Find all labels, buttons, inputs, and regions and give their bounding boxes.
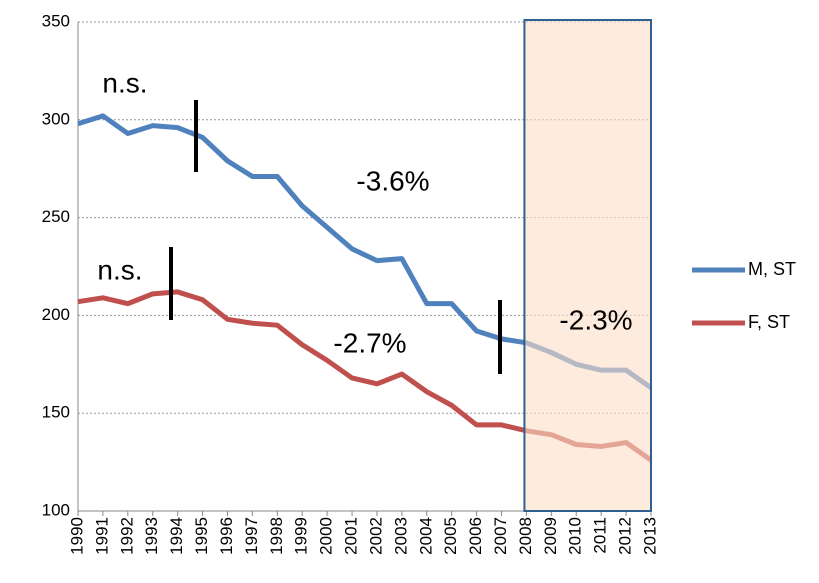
x-tick-label: 1999 bbox=[292, 517, 311, 555]
x-tick-label: 1993 bbox=[142, 517, 161, 555]
x-tick-label: 1995 bbox=[192, 517, 211, 555]
x-tick-label: 2008 bbox=[516, 517, 535, 555]
x-tick-label: 1996 bbox=[217, 517, 236, 555]
annotation: -2.3% bbox=[559, 304, 632, 335]
x-tick-label: 2012 bbox=[616, 517, 635, 555]
y-tick-label: 250 bbox=[42, 207, 70, 226]
x-tick-label: 1994 bbox=[167, 517, 186, 555]
x-tick-label: 2004 bbox=[416, 517, 435, 555]
y-tick-label: 350 bbox=[42, 11, 70, 30]
x-tick-label: 2011 bbox=[591, 517, 610, 554]
x-tick-label: 2006 bbox=[466, 517, 485, 555]
x-tick-label: 2007 bbox=[491, 517, 510, 555]
x-tick-label: 2013 bbox=[640, 517, 659, 555]
x-tick-label: 1990 bbox=[67, 517, 86, 555]
x-tick-label: 2009 bbox=[541, 517, 560, 555]
y-tick-label: 100 bbox=[42, 500, 70, 519]
highlight-region bbox=[523, 19, 652, 512]
x-tick-label: 1992 bbox=[117, 517, 136, 555]
x-tick-label: 2000 bbox=[317, 517, 336, 555]
annotation: n.s. bbox=[97, 254, 142, 285]
annotation: -3.6% bbox=[356, 165, 429, 196]
annotation: -2.7% bbox=[333, 327, 406, 358]
y-tick-label: 150 bbox=[42, 403, 70, 422]
x-tick-label: 2010 bbox=[566, 517, 585, 555]
x-tick-label: 2002 bbox=[366, 517, 385, 555]
x-tick-label: 1998 bbox=[267, 517, 286, 555]
x-tick-label: 1997 bbox=[242, 517, 261, 555]
y-tick-label: 300 bbox=[42, 109, 70, 128]
legend-label: M, ST bbox=[748, 259, 796, 279]
x-tick-label: 2005 bbox=[441, 517, 460, 555]
x-tick-label: 1991 bbox=[92, 517, 111, 555]
legend-label: F, ST bbox=[748, 312, 790, 332]
x-tick-label: 2001 bbox=[342, 517, 361, 555]
x-tick-label: 2003 bbox=[391, 517, 410, 555]
y-tick-label: 200 bbox=[42, 305, 70, 324]
annotation: n.s. bbox=[102, 67, 147, 98]
